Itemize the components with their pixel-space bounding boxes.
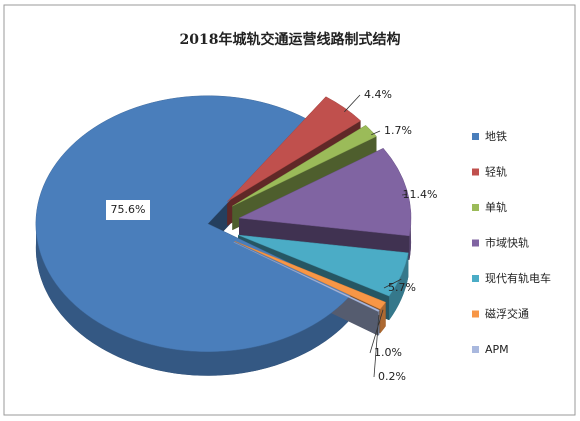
leader-line <box>401 193 408 196</box>
leader-line <box>383 278 402 289</box>
slice <box>227 96 362 202</box>
slice <box>237 234 409 297</box>
slice-side <box>36 218 353 376</box>
leader-line <box>369 309 384 354</box>
legend-label: 市域快轨 <box>485 236 529 250</box>
slice <box>35 95 353 353</box>
value-label: 1.7% <box>384 124 412 137</box>
legend-label: 现代有轨电车 <box>485 271 551 285</box>
legend-label: 单轨 <box>485 200 507 214</box>
legend-label: 磁浮交通 <box>485 307 529 321</box>
legend-label: 轻轨 <box>485 165 507 179</box>
chart-title: 2018年城轨交通运营线路制式结构 <box>180 31 401 48</box>
slice <box>238 147 412 237</box>
legend-label: 地铁 <box>485 130 507 143</box>
slice <box>233 241 380 312</box>
legend-swatch <box>472 275 479 282</box>
slice-side <box>380 302 386 334</box>
legend-swatch <box>472 239 479 247</box>
value-label: 4.4% <box>364 88 392 101</box>
value-label: 11.4% <box>403 188 438 201</box>
value-label: 5.7% <box>388 281 416 294</box>
slice-side <box>409 213 412 260</box>
slice-side <box>389 252 409 321</box>
legend-swatch <box>472 168 479 176</box>
slice <box>232 125 377 207</box>
leader-line <box>371 130 381 136</box>
leader-line <box>373 314 380 378</box>
value-label-box <box>106 200 150 220</box>
legend-swatch <box>472 204 479 211</box>
value-label: 1.0% <box>374 346 402 359</box>
slice <box>234 240 387 310</box>
value-label: 0.2% <box>378 370 406 383</box>
value-label: 75.6% <box>111 203 146 216</box>
legend-label: APM <box>485 343 509 356</box>
legend-swatch <box>472 133 479 140</box>
legend-swatch <box>472 346 479 353</box>
leader-line <box>344 94 361 113</box>
legend-swatch <box>472 310 479 318</box>
